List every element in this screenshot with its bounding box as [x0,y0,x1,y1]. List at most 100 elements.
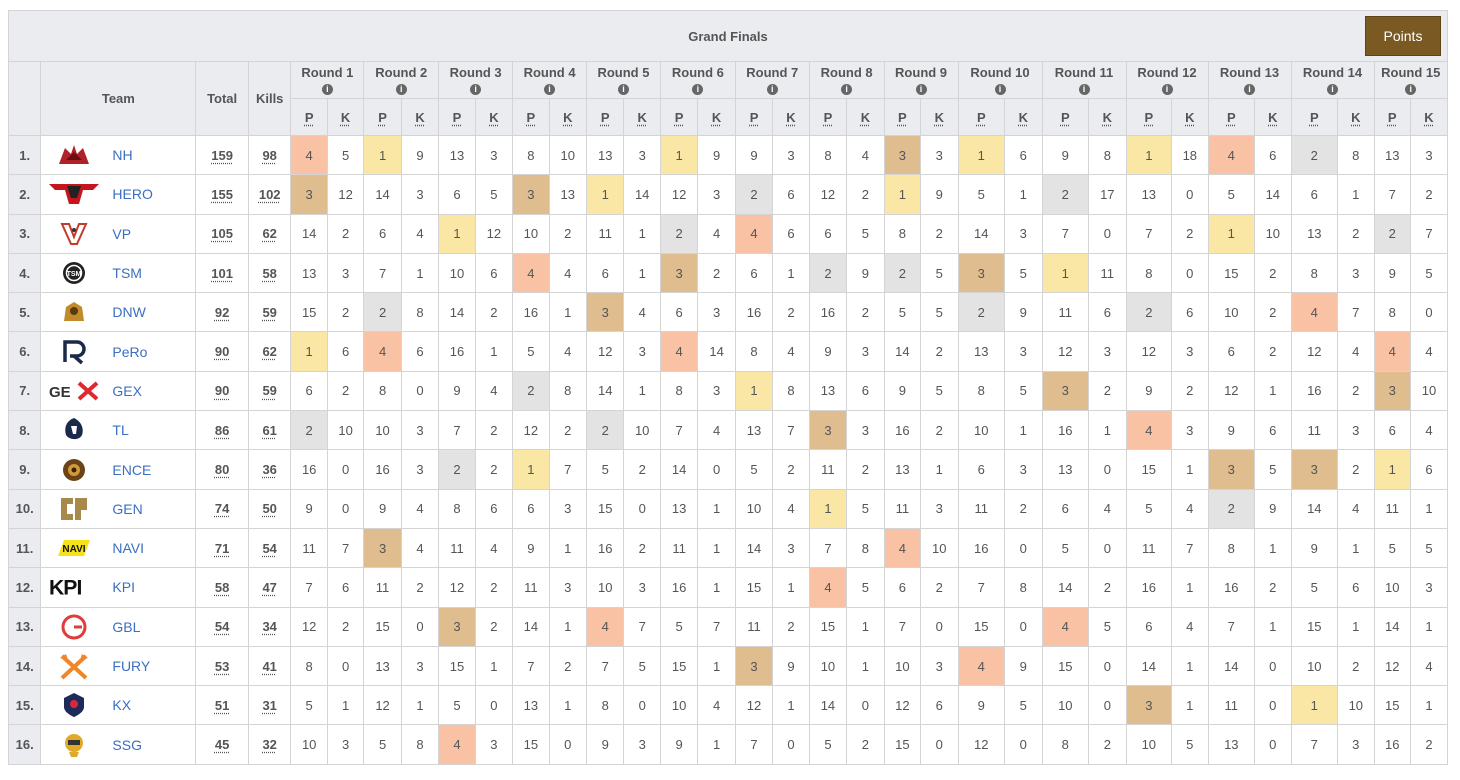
kills-cell: 1 [474,645,514,687]
placement-header: P [957,98,1006,136]
team-name-link[interactable]: GEX [112,382,142,399]
kills-cell: 10 [1409,370,1449,412]
placement-cell: 10 [363,410,402,451]
info-icon[interactable]: i [1327,84,1339,95]
placement-cell: 2 [290,410,328,451]
gex-logo-icon[interactable]: GE [49,381,99,401]
kills-cell: 0 [1004,527,1043,569]
kills-cell: 0 [1254,685,1292,726]
gbl-logo-icon[interactable] [49,613,99,641]
info-icon[interactable]: i [321,84,333,95]
placement-cell: 14 [1207,645,1256,687]
team-name-link[interactable]: TSM [112,265,142,282]
kills-cell: 2 [1254,331,1292,372]
info-icon[interactable]: i [692,84,704,95]
kills-cell: 9 [772,645,810,687]
team-name-link[interactable]: GEN [112,500,143,517]
team-name-link[interactable]: KX [112,697,132,714]
ssg-logo-icon[interactable] [49,732,99,758]
kills-cell: 0 [1088,527,1127,569]
team-name-link[interactable]: NAVI [112,540,145,557]
kills-cell: 4 [846,134,885,176]
kills-header[interactable]: Kills [247,61,292,136]
info-icon[interactable]: i [1161,84,1173,95]
kills-cell: 6 [1254,134,1292,176]
total-header[interactable]: Total [195,61,249,136]
info-icon[interactable]: i [1244,84,1256,95]
kx-logo-icon[interactable] [49,691,99,719]
tsm-logo-icon[interactable]: TSM [49,260,99,286]
info-icon[interactable]: i [470,84,482,95]
ence-logo-icon[interactable] [49,457,99,483]
info-icon[interactable]: i [1405,84,1417,95]
info-icon[interactable]: i [915,84,927,95]
team-name-link[interactable]: FURY [112,658,151,674]
total-points-cell: 51 [195,685,249,726]
placement-cell: 14 [290,213,328,254]
kills-cell: 1 [623,370,661,412]
placement-cell: 10 [1290,645,1339,687]
placement-cell: 5 [1373,527,1411,569]
info-icon[interactable]: i [1078,84,1090,95]
team-name-link[interactable]: SSG [112,736,142,753]
team-name-link[interactable]: GBL [112,618,141,635]
kpi-logo-icon[interactable]: KPI [49,576,99,598]
team-name-link[interactable]: VP [112,225,132,242]
placement-cell: 1 [290,331,328,372]
placement-cell: 6 [883,567,922,608]
placement-cell: 8 [290,645,328,687]
kills-cell: 1 [623,252,661,294]
kills-subheader: K [846,98,885,136]
placement-cell: 12 [883,685,922,726]
placement-cell: 1 [883,174,922,215]
team-header[interactable]: Team [40,61,197,136]
placement-cell: 14 [808,685,848,726]
info-icon[interactable]: i [395,84,407,95]
kills-cell: 14 [623,174,661,215]
placement-cell: 3 [1041,370,1090,412]
kills-cell: 3 [697,292,736,333]
dnw-logo-icon[interactable] [49,299,99,325]
placement-cell: 7 [363,252,402,294]
pero-logo-icon[interactable] [49,338,99,366]
kills-cell: 2 [1171,370,1209,412]
placement-cell: 10 [659,685,699,726]
vp-logo-icon[interactable] [49,221,99,247]
team-name-link[interactable]: DNW [112,304,146,321]
rank-cell: 7. [7,370,42,412]
placement-cell: 13 [586,134,625,176]
team-cell: PeRo [40,331,197,372]
tl-logo-icon[interactable] [49,416,99,444]
placement-cell: 4 [883,527,922,569]
team-name-link[interactable]: TL [112,422,129,439]
team-name-link[interactable]: ENCE [112,461,152,478]
round-header: Round 1 i [290,61,365,99]
placement-cell: 5 [512,331,550,372]
kills-cell: 3 [1171,331,1209,372]
nh-logo-icon[interactable] [49,142,99,168]
gen-logo-icon[interactable] [49,496,99,522]
kills-cell: 8 [1337,134,1375,176]
kills-cell: 3 [772,134,810,176]
points-toggle-button[interactable]: Points [1365,16,1441,56]
info-icon[interactable]: i [544,84,556,95]
hero-logo-icon[interactable] [49,182,100,206]
info-icon[interactable]: i [841,84,853,95]
placement-cell: 1 [1207,213,1256,254]
round-label: Round 2 [375,65,428,80]
navi-logo-icon[interactable]: NAVI [49,536,99,560]
round-label: Round 6 [671,65,724,80]
team-name-link[interactable]: PeRo [112,343,148,360]
placement-cell: 13 [957,331,1006,372]
placement-cell: 4 [1373,331,1411,372]
kills-cell: 1 [697,488,736,529]
info-icon[interactable]: i [617,84,629,95]
kills-cell: 1 [400,685,440,726]
kills-cell: 1 [1004,174,1043,215]
fury-logo-icon[interactable] [49,652,99,680]
team-name-link[interactable]: HERO [112,186,153,203]
info-icon[interactable]: i [766,84,778,95]
team-name-link[interactable]: KPI [112,579,135,596]
info-icon[interactable]: i [994,84,1006,95]
team-name-link[interactable]: NH [112,147,133,164]
